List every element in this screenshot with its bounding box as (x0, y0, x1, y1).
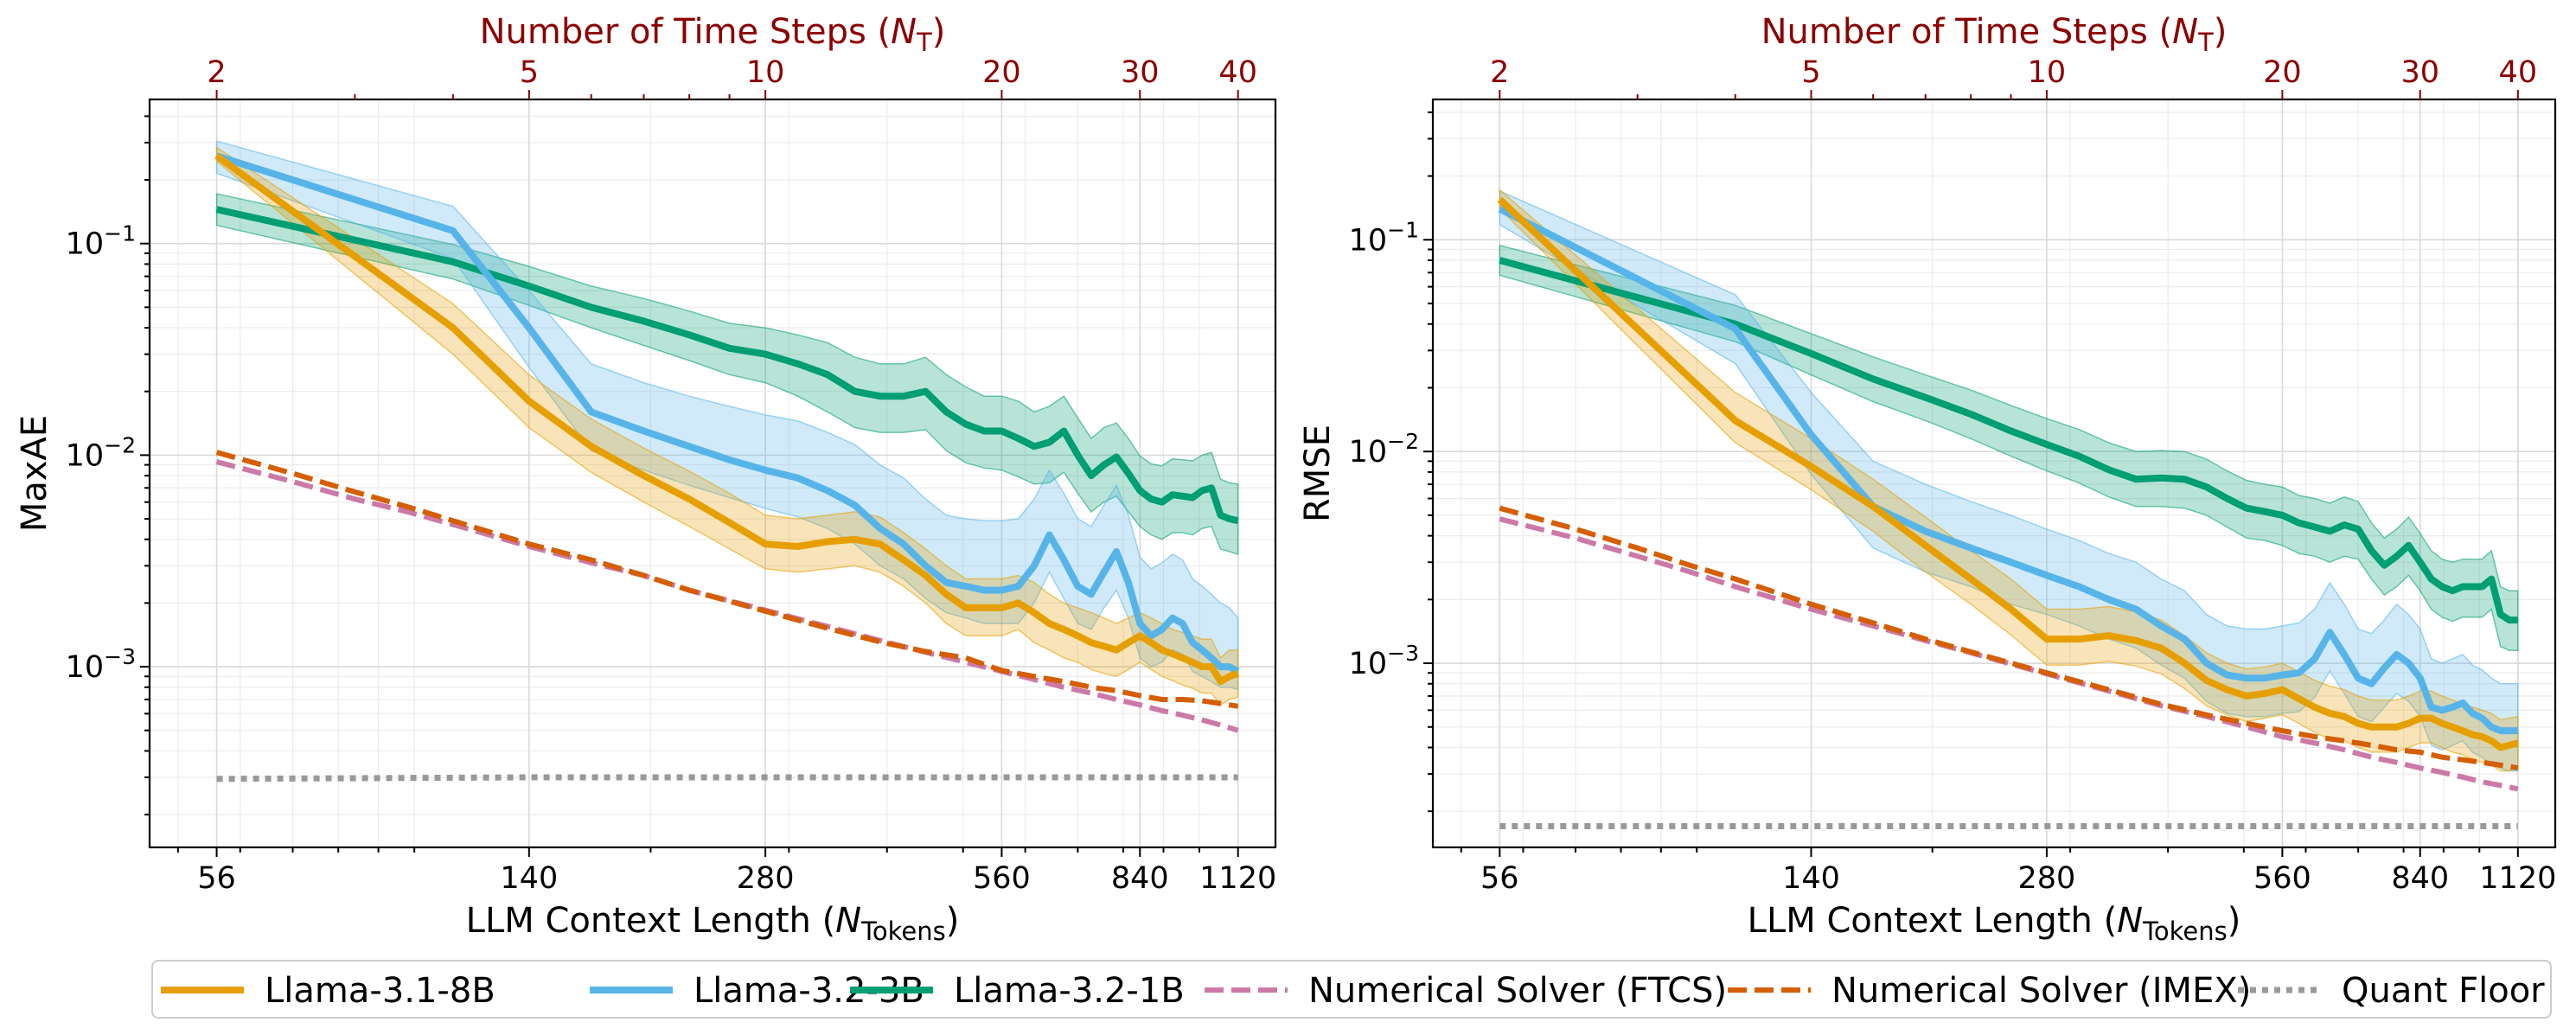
x-tick-label: 56 (1480, 861, 1519, 896)
x-tick-label: 1120 (1199, 861, 1276, 896)
legend-label: Numerical Solver (FTCS) (1308, 971, 1727, 1011)
y-axis-label: RMSE (1298, 425, 1338, 522)
axes-frame (148, 98, 1277, 849)
x-axis-label: LLM Context Length (NTokens) (1748, 901, 2241, 946)
top-tick-label: 10 (2028, 55, 2067, 90)
rmse-chart: 56 140 280 560 840 1120 2 5 10 20 30 40 10−1 10−2 10−3… (1298, 12, 2556, 946)
plot-area (1497, 188, 2519, 829)
top-tick-label: 5 (1801, 55, 1820, 90)
axes-frame (1431, 98, 2557, 849)
x-axis-label: LLM Context Length (NTokens) (466, 901, 960, 946)
legend-entry-numerical-solver-ftcs: Numerical Solver (FTCS) (1205, 971, 1727, 1011)
x-tick-label: 840 (1111, 861, 1169, 896)
legend-label: Llama-3.1-8B (265, 971, 495, 1011)
y-tick-label: 10−3 (66, 644, 136, 685)
line-numerical-solver-imex (1499, 505, 2519, 771)
legend-label: Numerical Solver (IMEX) (1831, 971, 2251, 1011)
line-llama-3-2-3b (1498, 205, 2518, 735)
band-llama-3-2-1b (215, 193, 1239, 556)
x-tick-label: 56 (197, 861, 236, 896)
legend-entry-llama-3-1-8b: Llama-3.1-8B (161, 971, 495, 1011)
legend-entry-llama-3-2-1b: Llama-3.2-1B (850, 971, 1185, 1011)
legend-entry-quant-floor: Quant Floor (2238, 971, 2545, 1011)
y-tick-label: 10−1 (1349, 217, 1419, 258)
top-tick-label: 40 (2499, 55, 2538, 90)
grid (150, 99, 1275, 847)
x-tick-label: 560 (973, 861, 1031, 896)
y-tick-label: 10−2 (1349, 429, 1419, 470)
top-tick-label: 30 (2400, 55, 2439, 90)
x-tick-label: 1120 (2479, 861, 2556, 896)
line-llama-3-2-3b (215, 152, 1240, 675)
line-llama-3-1-8b (214, 152, 1240, 686)
grid (1433, 99, 2555, 847)
top-tick-label: 2 (207, 55, 226, 90)
legend-label: Quant Floor (2342, 971, 2545, 1011)
legend-frame (151, 960, 2552, 1019)
plot-area (214, 140, 1240, 783)
line-llama-3-1-8b (1497, 196, 2519, 751)
y-tick-label: 10−1 (66, 221, 136, 262)
top-tick-label: 5 (520, 55, 539, 90)
top-axis-label: Number of Time Steps (NT) (1761, 12, 2228, 57)
legend-entry-numerical-solver-imex: Numerical Solver (IMEX) (1728, 971, 2251, 1011)
top-tick-label: 2 (1490, 55, 1509, 90)
top-tick-label: 20 (2263, 55, 2302, 90)
line-numerical-solver-imex (215, 450, 1239, 709)
top-tick-label: 20 (982, 55, 1021, 90)
x-tick-label: 140 (1782, 861, 1840, 896)
line-llama-3-2-1b (1499, 257, 2518, 624)
line-llama-3-2-1b (215, 206, 1239, 525)
x-tick-label: 140 (500, 861, 558, 896)
line-quant-floor (216, 774, 1238, 783)
legend-label: Llama-3.2-1B (954, 971, 1185, 1011)
band-llama-3-2-3b (1499, 189, 2519, 772)
x-tick-label: 280 (2018, 861, 2076, 896)
top-axis-label: Number of Time Steps (NT) (480, 12, 946, 57)
maxae-chart: 56 140 280 560 840 1120 2 5 10 20 30 40 10−1 10−2 10−3… (15, 12, 1276, 946)
band-llama-3-2-1b (1499, 244, 2519, 651)
y-tick-label: 10−2 (66, 432, 136, 473)
x-tick-label: 840 (2391, 861, 2449, 896)
y-axis-label: MaxAE (15, 415, 54, 532)
band-llama-3-2-3b (215, 140, 1239, 691)
x-tick-label: 280 (737, 861, 795, 896)
legend: Llama-3.1-8B Llama-3.2-3B Llama-3.2-1B Nume… (151, 960, 2552, 1019)
band-llama-3-1-8b (215, 146, 1239, 706)
top-tick-label: 10 (746, 55, 785, 90)
x-tick-label: 560 (2253, 861, 2311, 896)
top-tick-label: 40 (1218, 55, 1257, 90)
y-tick-label: 10−3 (1349, 641, 1419, 681)
top-tick-label: 30 (1121, 55, 1160, 90)
